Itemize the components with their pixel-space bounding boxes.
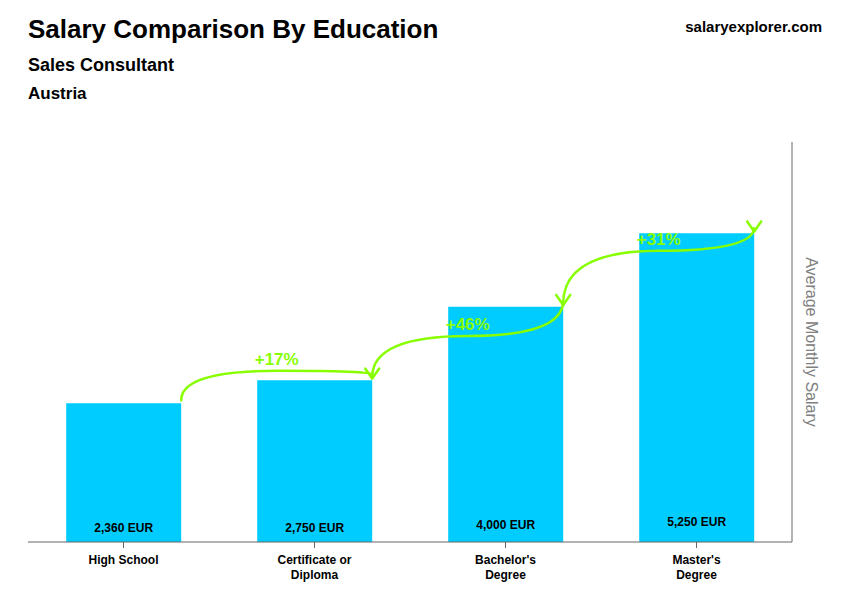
svg-text:Bachelor'sDegree: Bachelor'sDegree: [475, 553, 536, 582]
html-text:salaryexplorer.com: salaryexplorer.com: [685, 18, 822, 35]
html-text:Salary Comparison By Education: Salary Comparison By Education: [28, 14, 439, 44]
svg-text:+46%: +46%: [446, 315, 490, 334]
svg-text:5,250 EUR: 5,250 EUR: [667, 515, 726, 529]
svg-text:Certificate orDiploma: Certificate orDiploma: [277, 553, 351, 582]
svg-text:High School: High School: [89, 553, 159, 567]
svg-text:Master'sDegree: Master'sDegree: [672, 553, 721, 582]
svg-text:Average Monthly Salary: Average Monthly Salary: [803, 257, 820, 427]
html-text:Austria: Austria: [28, 84, 87, 103]
html-text:Sales Consultant: Sales Consultant: [28, 55, 174, 75]
svg-text:+31%: +31%: [637, 230, 681, 249]
svg-text:2,750 EUR: 2,750 EUR: [285, 521, 344, 535]
svg-text:+17%: +17%: [255, 350, 299, 369]
svg-text:2,360 EUR: 2,360 EUR: [94, 521, 153, 535]
svg-text:4,000 EUR: 4,000 EUR: [476, 518, 535, 532]
